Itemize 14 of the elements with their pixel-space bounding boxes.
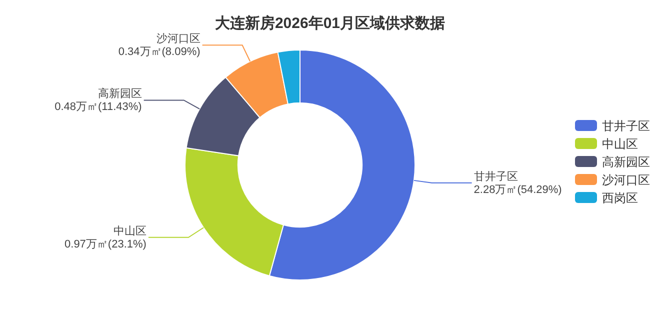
data-label: 0.48万㎡(11.43%)	[54, 101, 142, 114]
data-label: 0.34万㎡(8.09%)	[118, 46, 200, 58]
legend-label: 甘井子区	[602, 119, 650, 133]
data-label: 2.28万㎡(54.29%)	[474, 184, 562, 196]
slice-label: 中山区	[113, 224, 146, 238]
legend-label: 沙河口区	[602, 173, 650, 187]
legend-label: 高新园区	[602, 155, 650, 169]
slice-label: 高新园区	[98, 87, 142, 100]
legend-label: 中山区	[602, 137, 638, 151]
slice-label: 甘井子区	[474, 170, 518, 183]
slice-label: 沙河口区	[156, 32, 200, 46]
legend-label: 西岗区	[602, 191, 638, 205]
chart-title: 大连新房2026年01月区域供求数据	[214, 14, 446, 32]
data-label: 0.97万㎡(23.1%)	[64, 238, 146, 250]
